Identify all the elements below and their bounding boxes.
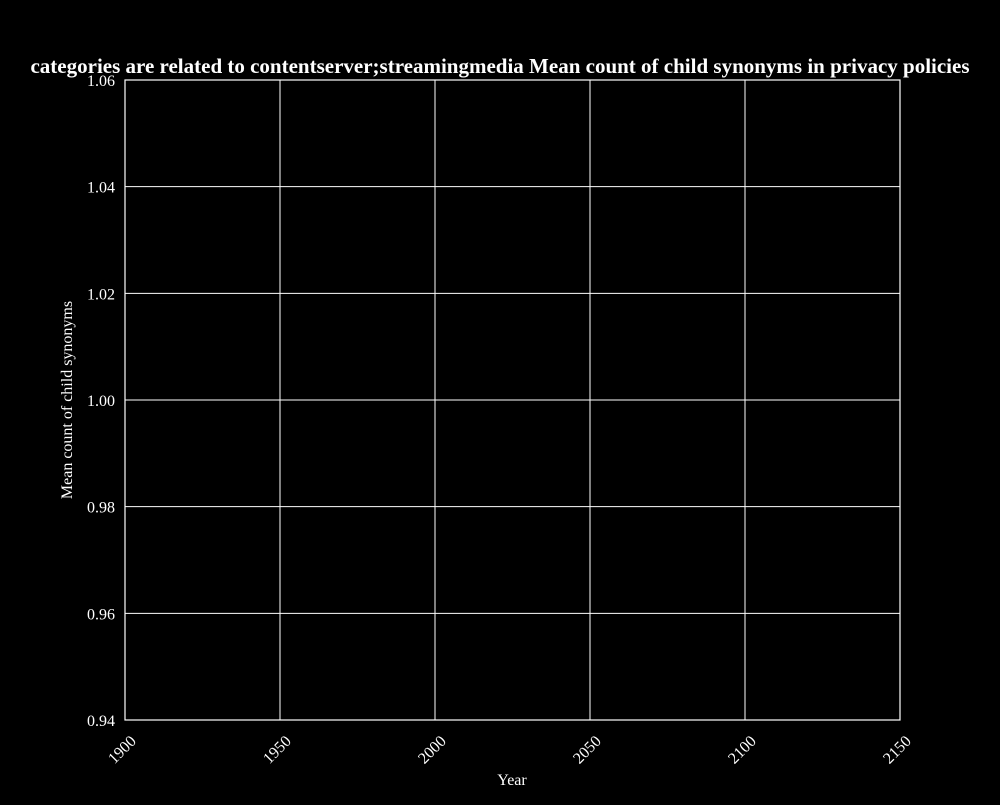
x-tick-label: 1950 — [260, 733, 295, 768]
y-tick-label: 0.94 — [87, 713, 115, 730]
y-tick-label: 1.06 — [87, 73, 115, 90]
x-tick-label: 1900 — [105, 733, 140, 768]
x-tick-label: 2100 — [725, 733, 760, 768]
y-tick-label: 1.00 — [87, 393, 115, 410]
y-tick-label: 1.02 — [87, 286, 115, 303]
y-axis-label: Mean count of child synonyms — [59, 301, 76, 499]
x-tick-label: 2000 — [415, 733, 450, 768]
tick-layer: 0.94 0.96 0.98 1.00 1.02 1.04 1.06 1900 1950 2000… — [87, 73, 915, 767]
y-tick-label: 1.04 — [87, 180, 115, 197]
chart-title: categories are related to contentserver;… — [30, 54, 969, 78]
x-tick-label: 2150 — [880, 733, 915, 768]
plot-frame — [124, 79, 901, 721]
x-tick-label: 2050 — [570, 733, 605, 768]
grid-layer — [124, 79, 901, 721]
x-axis-label: Year — [497, 772, 527, 789]
y-tick-label: 0.96 — [87, 606, 115, 623]
y-tick-label: 0.98 — [87, 500, 115, 517]
